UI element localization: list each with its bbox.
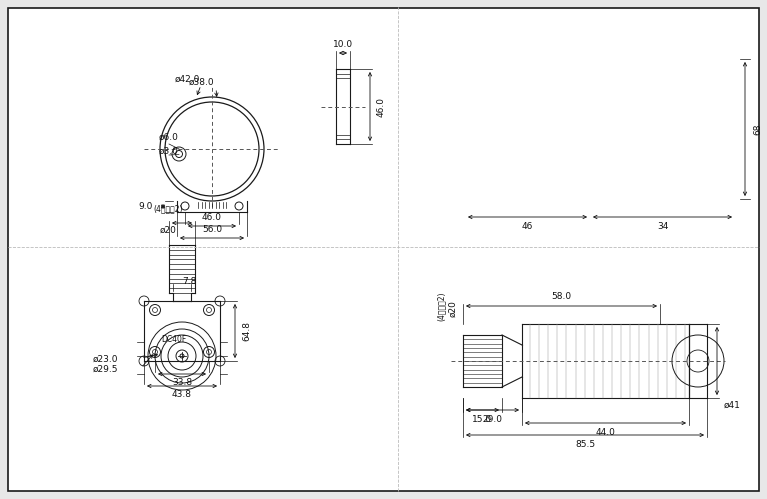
Text: DC40F: DC40F <box>161 335 186 344</box>
Text: 29.0: 29.0 <box>482 415 502 424</box>
Text: 44.0: 44.0 <box>595 428 615 437</box>
Text: ø3.0: ø3.0 <box>159 147 179 156</box>
Text: 46.0: 46.0 <box>377 96 386 116</box>
Text: 68: 68 <box>753 123 762 135</box>
Text: 58.0: 58.0 <box>551 292 571 301</box>
Text: 43.8: 43.8 <box>172 390 192 399</box>
Text: (4分管紌2): (4分管紌2) <box>153 204 183 213</box>
Text: 33.8: 33.8 <box>172 378 192 387</box>
Text: ø42.0: ø42.0 <box>175 75 200 84</box>
Text: 10.0: 10.0 <box>333 40 353 49</box>
Text: 7.8: 7.8 <box>182 277 196 286</box>
Text: 9.0: 9.0 <box>139 202 153 211</box>
Text: ø23.0: ø23.0 <box>93 354 118 363</box>
Text: 46.0: 46.0 <box>202 213 222 222</box>
Text: ø29.5: ø29.5 <box>93 364 118 373</box>
Text: ø6.0: ø6.0 <box>159 133 179 142</box>
Text: 46: 46 <box>522 222 533 231</box>
Text: 85.5: 85.5 <box>575 440 595 449</box>
Text: ø20: ø20 <box>160 226 176 235</box>
Text: 56.0: 56.0 <box>202 225 222 234</box>
Text: 64.8: 64.8 <box>242 321 251 341</box>
Text: (4分管紌2): (4分管紌2) <box>436 291 446 321</box>
Text: 34: 34 <box>657 222 668 231</box>
Text: ø41: ø41 <box>724 401 741 410</box>
Text: ø20: ø20 <box>449 300 457 317</box>
Text: 15.0: 15.0 <box>472 415 492 424</box>
Text: ø38.0: ø38.0 <box>189 78 214 87</box>
